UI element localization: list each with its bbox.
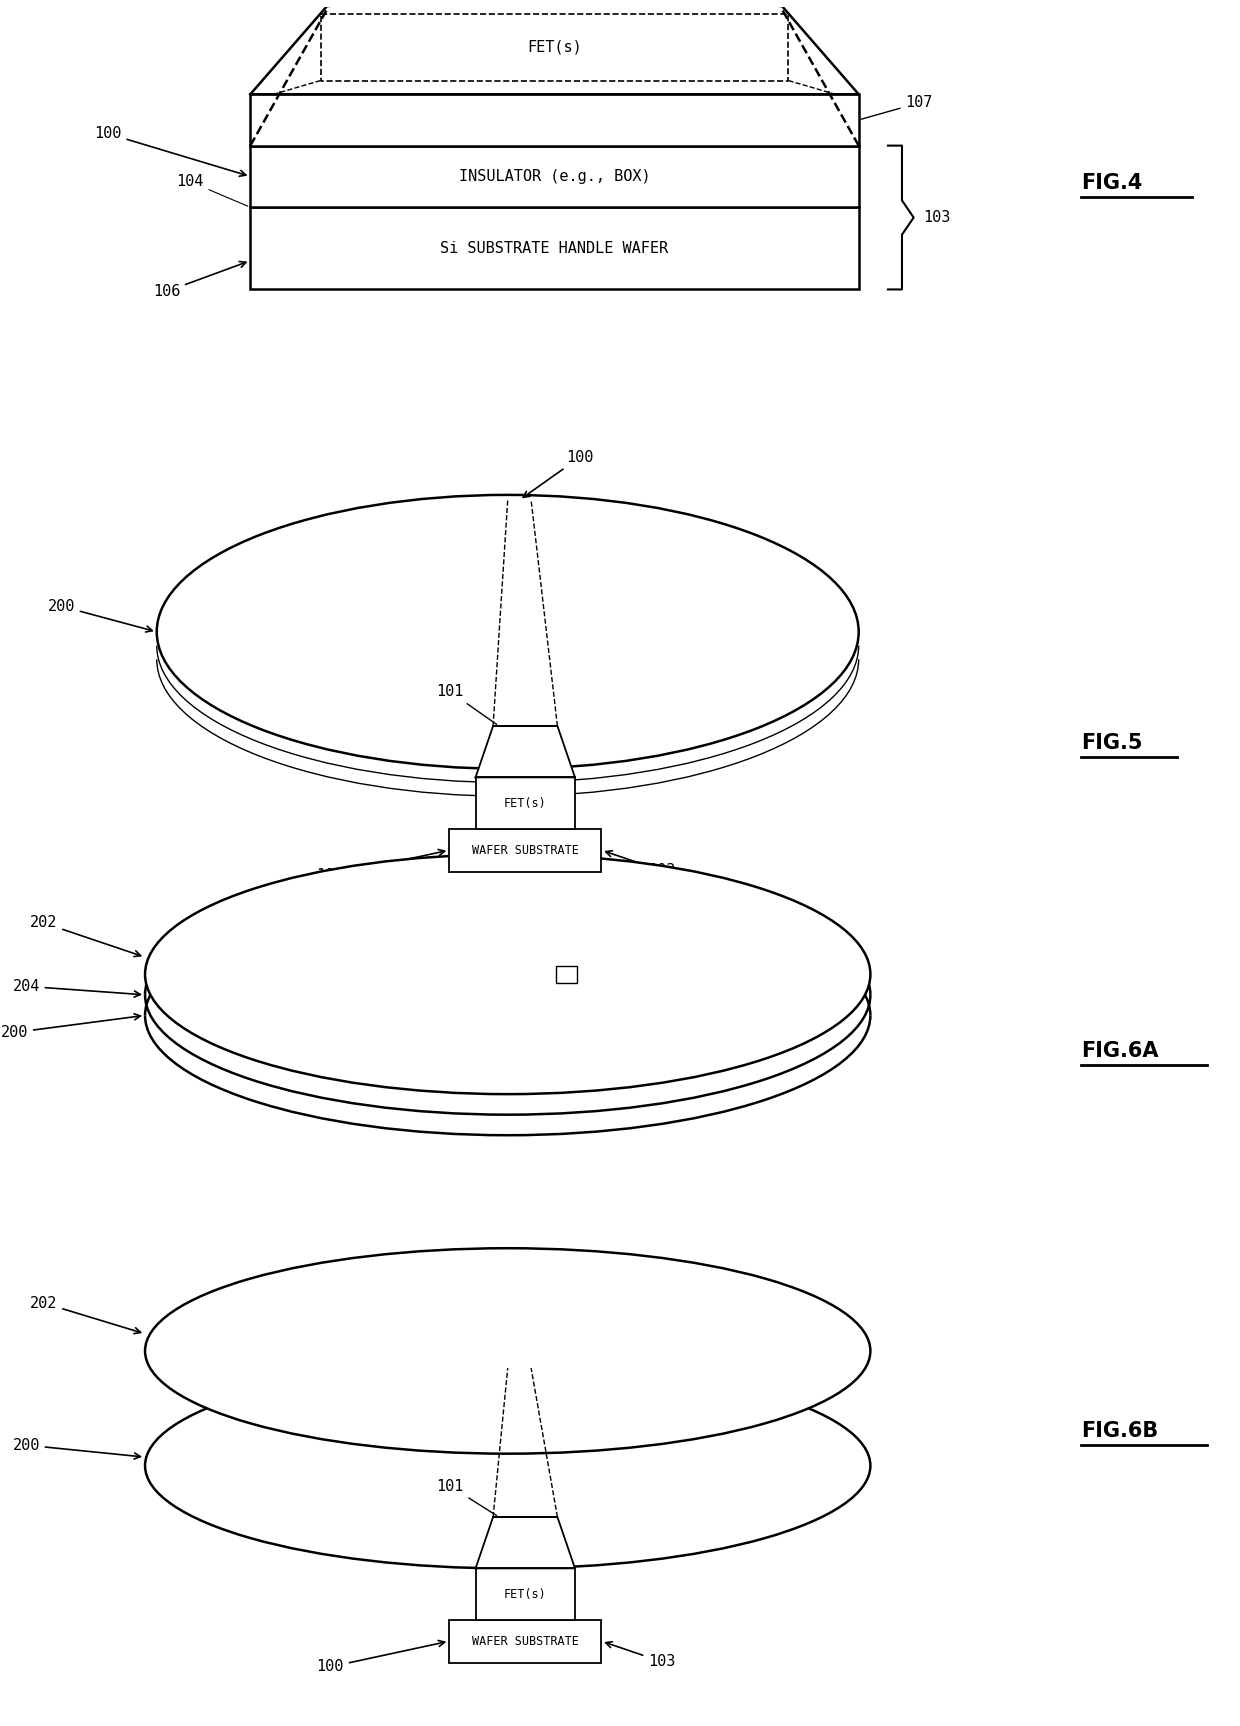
Text: FIG.5: FIG.5 xyxy=(1081,734,1142,753)
Text: 200: 200 xyxy=(12,1438,140,1458)
Text: FET(s): FET(s) xyxy=(503,797,547,809)
Text: 100: 100 xyxy=(94,126,246,176)
Text: 101: 101 xyxy=(436,1479,496,1515)
Text: 204: 204 xyxy=(12,979,140,998)
Text: 100: 100 xyxy=(523,1322,577,1365)
Text: 200: 200 xyxy=(1,1013,140,1041)
Polygon shape xyxy=(250,0,858,95)
Text: 200: 200 xyxy=(47,599,153,632)
Text: 104: 104 xyxy=(176,174,248,205)
Ellipse shape xyxy=(145,854,870,1094)
FancyBboxPatch shape xyxy=(476,777,575,828)
Ellipse shape xyxy=(145,1364,870,1569)
Text: 101: 101 xyxy=(436,683,497,725)
Text: FIG.6A: FIG.6A xyxy=(1081,1041,1158,1061)
Text: FIG.6B: FIG.6B xyxy=(1081,1422,1158,1441)
Text: 106: 106 xyxy=(153,262,246,299)
Text: 100: 100 xyxy=(523,450,594,497)
FancyBboxPatch shape xyxy=(250,95,858,145)
Text: 103: 103 xyxy=(923,211,950,224)
Polygon shape xyxy=(476,1517,575,1569)
FancyBboxPatch shape xyxy=(250,145,858,207)
Text: WAFER SUBSTRATE: WAFER SUBSTRATE xyxy=(472,844,579,856)
Text: INSULATOR (e.g., BOX): INSULATOR (e.g., BOX) xyxy=(459,169,650,185)
Text: 100: 100 xyxy=(569,915,629,963)
Text: WAFER SUBSTRATE: WAFER SUBSTRATE xyxy=(472,1635,579,1648)
Text: 202: 202 xyxy=(30,915,140,956)
Text: FIG.4: FIG.4 xyxy=(1081,173,1142,193)
FancyBboxPatch shape xyxy=(476,1569,575,1619)
Text: 103: 103 xyxy=(605,1641,676,1669)
Text: Si SUBSTRATE HANDLE WAFER: Si SUBSTRATE HANDLE WAFER xyxy=(440,242,668,255)
Text: FET(s): FET(s) xyxy=(503,1588,547,1600)
Text: 202: 202 xyxy=(30,1296,140,1334)
Text: 107: 107 xyxy=(862,95,932,119)
Ellipse shape xyxy=(156,495,858,768)
FancyBboxPatch shape xyxy=(449,1619,601,1662)
Polygon shape xyxy=(476,727,575,777)
Text: FET(s): FET(s) xyxy=(527,40,582,55)
FancyBboxPatch shape xyxy=(556,967,577,982)
Text: 103: 103 xyxy=(605,851,676,879)
FancyBboxPatch shape xyxy=(449,828,601,872)
FancyBboxPatch shape xyxy=(250,207,858,290)
Text: 100: 100 xyxy=(316,1640,445,1674)
Ellipse shape xyxy=(145,1248,870,1453)
Text: 100: 100 xyxy=(316,849,445,884)
